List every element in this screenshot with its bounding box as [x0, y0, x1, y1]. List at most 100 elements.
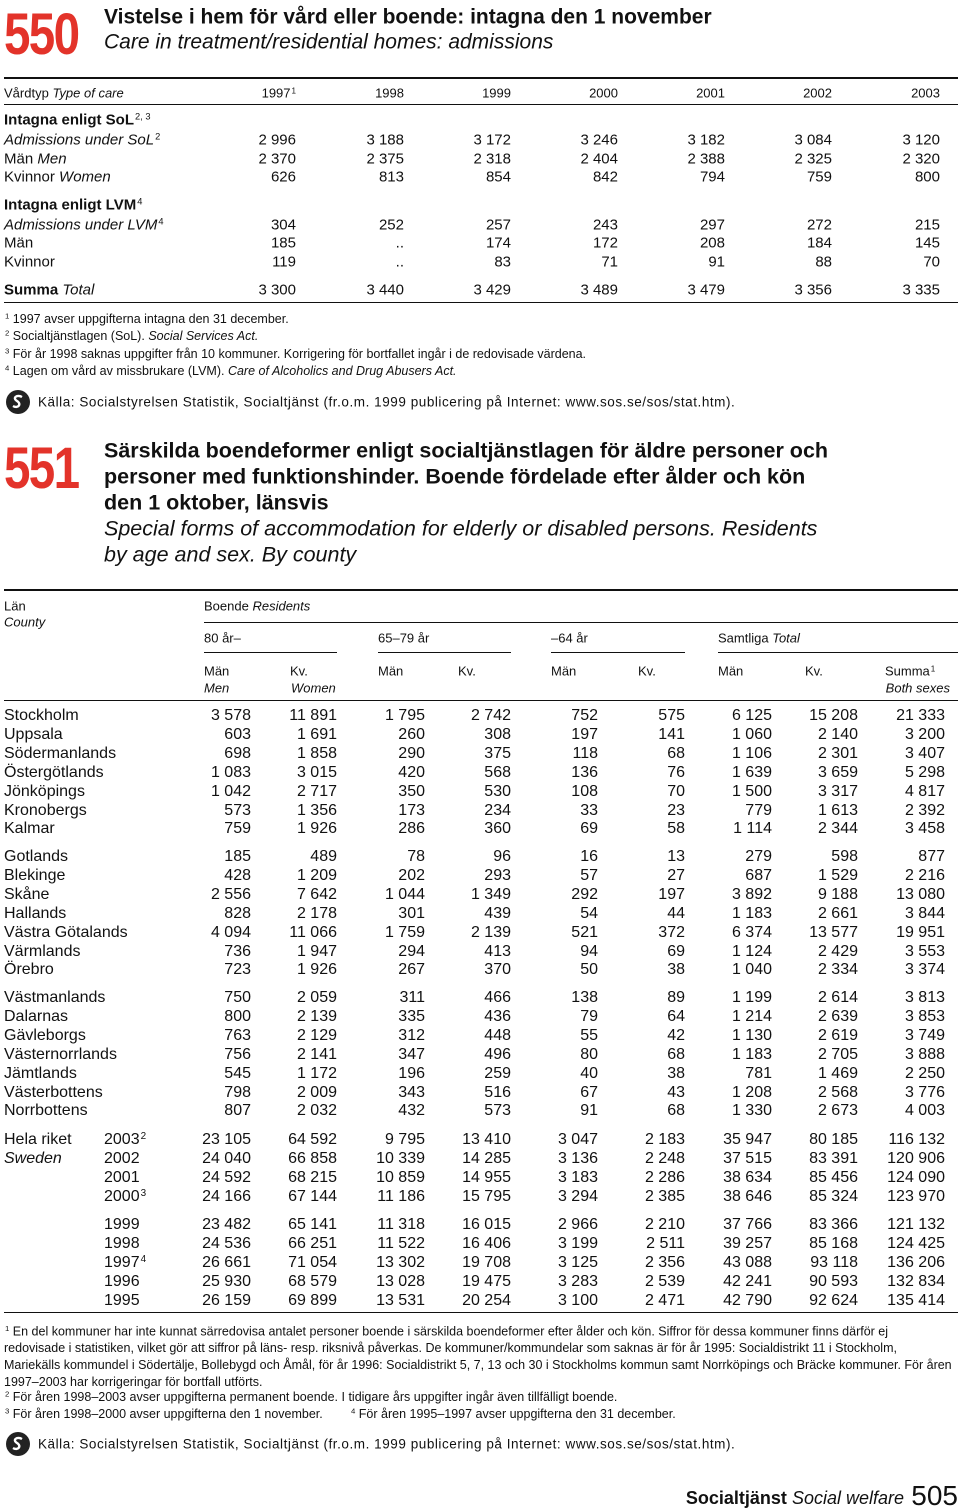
- cell: 54: [580, 905, 598, 922]
- text-part: 13 302: [376, 1253, 425, 1271]
- text-part: 16 015: [462, 1216, 511, 1233]
- cell: 3 294: [558, 1188, 598, 1205]
- cell: 759: [224, 821, 251, 837]
- text-part: 11 318: [377, 1216, 425, 1233]
- cell: ..: [396, 255, 404, 270]
- text-part: Jönköpings: [4, 782, 85, 800]
- text-part: 4: [351, 1406, 356, 1416]
- text-part: 1 044: [384, 885, 425, 903]
- text-part: 1999: [482, 85, 511, 101]
- cell: 3 084: [794, 133, 832, 148]
- text-part: 2 392: [904, 801, 945, 819]
- cell: 3 246: [580, 133, 618, 148]
- cell: 573: [224, 802, 251, 819]
- text-part: –64 år: [551, 630, 588, 646]
- cell: 3 440: [366, 283, 404, 298]
- text-part: 197: [658, 885, 685, 903]
- cell: 828: [224, 905, 251, 922]
- group-header: 65–79 år: [378, 632, 429, 645]
- cell: 779: [745, 801, 772, 819]
- text-part: 3 489: [580, 281, 618, 299]
- text-part: Särskilda boendeformer enligt socialtjän…: [104, 438, 829, 463]
- text-part: 842: [592, 168, 618, 186]
- text-part: 372: [658, 923, 685, 941]
- text-part: 89: [667, 989, 685, 1006]
- row-label: Värmlands: [4, 943, 80, 960]
- text-part: 3 440: [366, 281, 404, 299]
- text-part: 3: [5, 346, 10, 356]
- cell: 736: [224, 943, 251, 960]
- cell: 92 624: [809, 1292, 858, 1309]
- text-part: 2 404: [580, 150, 618, 168]
- text-part: 196: [398, 1064, 425, 1082]
- text-part: För åren 1998–2000 avser uppgifterna den…: [12, 1406, 323, 1421]
- column-header: Kv.: [638, 665, 656, 678]
- text-part: 19 475: [462, 1272, 511, 1290]
- text-part: 3 356: [794, 281, 832, 299]
- cell: 723: [224, 962, 251, 978]
- row-label: Västra Götalands: [4, 924, 128, 941]
- cell: 13 028: [376, 1273, 425, 1290]
- text-part: 279: [745, 848, 772, 865]
- text-part: Män: [4, 234, 34, 252]
- text-part: 2 009: [296, 1083, 337, 1101]
- text-part: 779: [745, 801, 772, 819]
- text-part: 43 088: [723, 1253, 772, 1271]
- cell: 3 892: [732, 886, 772, 903]
- text-part: Södermanlands: [4, 744, 117, 762]
- text-part: 2003: [911, 85, 940, 101]
- cell: 70: [923, 255, 940, 270]
- text-part: 698: [224, 744, 251, 762]
- text-part: 2 325: [794, 150, 832, 168]
- text-part: 3 458: [904, 820, 945, 838]
- cell: 3 578: [211, 708, 251, 724]
- text-part: För åren 1995–1997 avser uppgifterna den…: [358, 1406, 676, 1421]
- cell: 687: [745, 867, 772, 884]
- text-part: 2000: [104, 1187, 140, 1205]
- text-part: 292: [571, 885, 598, 903]
- cell: 85 324: [809, 1188, 858, 1205]
- cell: 2 301: [818, 745, 858, 762]
- text-part: Summa: [885, 663, 930, 679]
- text-part: 1 214: [731, 1007, 772, 1025]
- row-label: Admissions under SoL2: [4, 132, 160, 148]
- text-part: 2002: [104, 1149, 140, 1167]
- text-part: ..: [395, 234, 404, 252]
- cell: 293: [484, 867, 511, 884]
- row-label: Västmanlands: [4, 990, 105, 1006]
- text-part: 80 år–: [204, 630, 241, 646]
- text-part: 78: [407, 848, 425, 865]
- cell: 50: [580, 962, 598, 978]
- text-part: 2 178: [296, 904, 337, 922]
- cell: 88: [815, 255, 832, 270]
- text-part: 57: [580, 866, 598, 884]
- text-part: 2 318: [473, 150, 511, 168]
- rule: [4, 77, 958, 79]
- text-part: 2000: [589, 85, 618, 101]
- source-icon: [6, 390, 30, 414]
- cell: 40: [580, 1065, 598, 1082]
- text-part: 2 129: [296, 1026, 337, 1044]
- cell: 1 349: [471, 886, 511, 903]
- year-header: 2002: [803, 87, 832, 100]
- text-part: 2 140: [817, 725, 858, 743]
- text-part: 312: [398, 1026, 425, 1044]
- cell: 136 206: [887, 1254, 945, 1271]
- cell: 489: [310, 849, 337, 865]
- cell: 521: [571, 924, 598, 941]
- text-part: 723: [224, 961, 251, 979]
- text-part: 3 125: [557, 1253, 598, 1271]
- text-part: 489: [310, 848, 337, 865]
- text-part: 2 286: [644, 1168, 685, 1186]
- group-header: Samtliga Total: [718, 632, 800, 645]
- text-part: 297: [699, 216, 725, 234]
- text-part: 3 300: [258, 281, 296, 299]
- text-part: 360: [484, 820, 511, 838]
- text-part: 1: [5, 1324, 10, 1333]
- table-number: 550: [4, 2, 80, 67]
- cell: 698: [224, 744, 251, 762]
- cell: 43: [667, 1084, 685, 1101]
- cell: 2 356: [645, 1254, 685, 1271]
- cell: 4 817: [905, 783, 945, 800]
- text-part: 2 388: [687, 150, 725, 168]
